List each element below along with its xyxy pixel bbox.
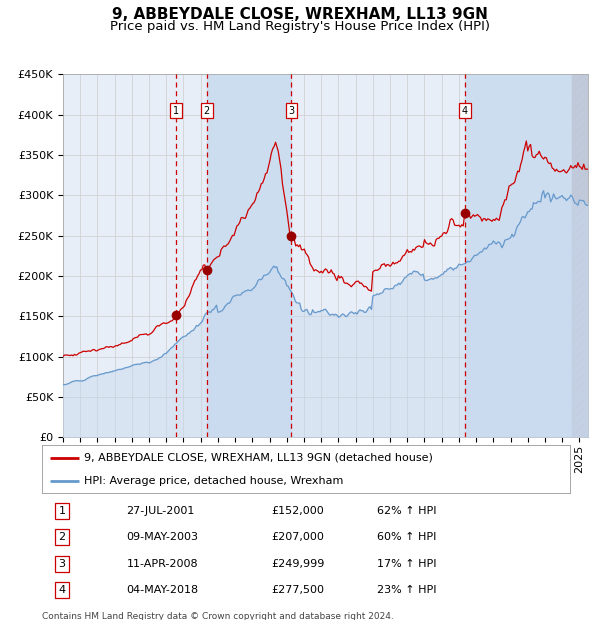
Text: 9, ABBEYDALE CLOSE, WREXHAM, LL13 9GN: 9, ABBEYDALE CLOSE, WREXHAM, LL13 9GN — [112, 7, 488, 22]
Text: 62% ↑ HPI: 62% ↑ HPI — [377, 506, 437, 516]
Text: Contains HM Land Registry data © Crown copyright and database right 2024.
This d: Contains HM Land Registry data © Crown c… — [42, 612, 394, 620]
Bar — [465, 74, 588, 437]
Text: 17% ↑ HPI: 17% ↑ HPI — [377, 559, 437, 569]
Text: 09-MAY-2003: 09-MAY-2003 — [127, 532, 199, 542]
Text: 27-JUL-2001: 27-JUL-2001 — [127, 506, 195, 516]
Text: 23% ↑ HPI: 23% ↑ HPI — [377, 585, 437, 595]
Text: £277,500: £277,500 — [272, 585, 325, 595]
Text: 9, ABBEYDALE CLOSE, WREXHAM, LL13 9GN (detached house): 9, ABBEYDALE CLOSE, WREXHAM, LL13 9GN (d… — [84, 453, 433, 463]
Text: 3: 3 — [289, 105, 295, 116]
Text: £207,000: £207,000 — [272, 532, 325, 542]
Text: 1: 1 — [173, 105, 179, 116]
Text: 3: 3 — [59, 559, 65, 569]
Bar — [572, 74, 588, 437]
Text: £249,999: £249,999 — [272, 559, 325, 569]
Text: 4: 4 — [59, 585, 65, 595]
Text: 04-MAY-2018: 04-MAY-2018 — [127, 585, 199, 595]
Text: 60% ↑ HPI: 60% ↑ HPI — [377, 532, 437, 542]
Text: HPI: Average price, detached house, Wrexham: HPI: Average price, detached house, Wrex… — [84, 476, 344, 486]
Text: 11-APR-2008: 11-APR-2008 — [127, 559, 198, 569]
Text: 4: 4 — [461, 105, 468, 116]
Text: 2: 2 — [59, 532, 65, 542]
Text: 2: 2 — [203, 105, 210, 116]
Text: £152,000: £152,000 — [272, 506, 325, 516]
Text: Price paid vs. HM Land Registry's House Price Index (HPI): Price paid vs. HM Land Registry's House … — [110, 20, 490, 33]
Bar — [207, 74, 292, 437]
Text: 1: 1 — [59, 506, 65, 516]
